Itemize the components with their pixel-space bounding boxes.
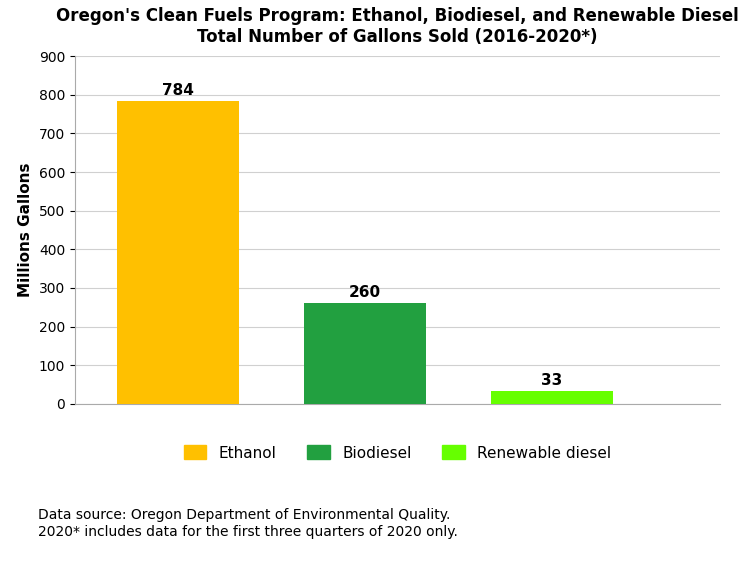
Bar [491,391,613,404]
Title: Oregon's Clean Fuels Program: Ethanol, Biodiesel, and Renewable Diesel
Total Num: Oregon's Clean Fuels Program: Ethanol, B… [56,7,739,46]
Legend: Ethanol, Biodiesel, Renewable diesel: Ethanol, Biodiesel, Renewable diesel [178,439,617,467]
Bar [304,304,425,404]
Y-axis label: Millions Gallons: Millions Gallons [18,163,33,297]
Text: Data source: Oregon Department of Environmental Quality.
2020* includes data for: Data source: Oregon Department of Enviro… [38,508,457,539]
Bar [117,101,238,404]
Text: 784: 784 [162,83,194,98]
Text: 33: 33 [541,373,562,388]
Text: 260: 260 [349,286,381,300]
